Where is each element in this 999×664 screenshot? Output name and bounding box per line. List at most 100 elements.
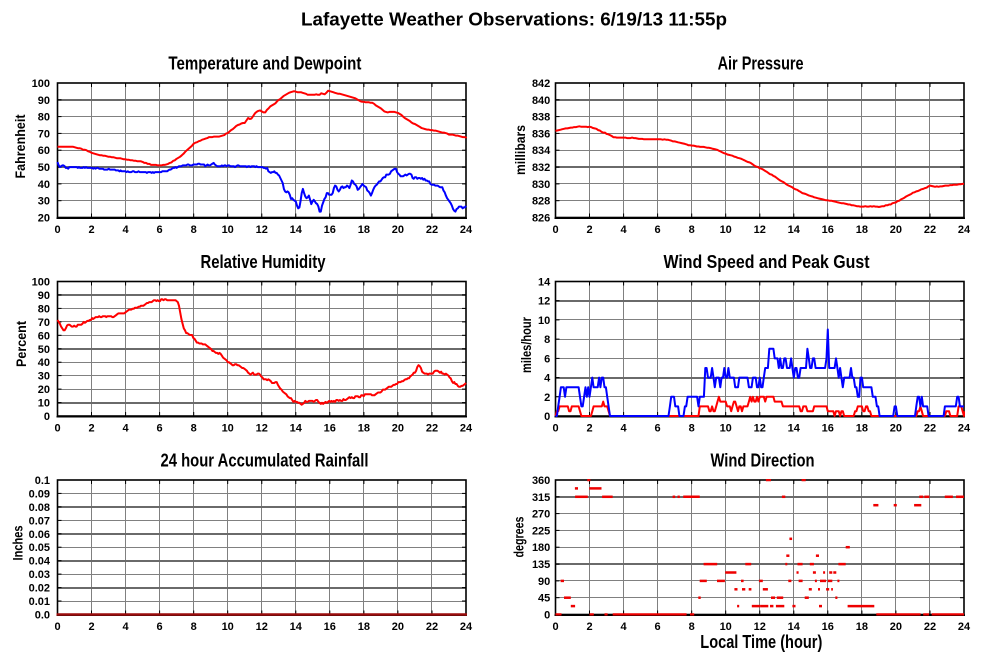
svg-text:24: 24 — [460, 422, 473, 434]
svg-text:24: 24 — [958, 422, 971, 434]
svg-text:70: 70 — [38, 128, 50, 140]
svg-text:0: 0 — [44, 411, 50, 423]
svg-text:20: 20 — [38, 213, 50, 225]
svg-text:2: 2 — [88, 422, 94, 434]
svg-text:14: 14 — [788, 224, 801, 236]
svg-text:10: 10 — [720, 621, 732, 633]
svg-text:2: 2 — [586, 224, 592, 236]
svg-text:828: 828 — [532, 196, 550, 208]
svg-text:Fahrenheit: Fahrenheit — [12, 114, 28, 178]
svg-text:50: 50 — [38, 162, 50, 174]
svg-text:270: 270 — [532, 509, 550, 521]
svg-text:4: 4 — [123, 224, 130, 236]
svg-text:20: 20 — [890, 621, 902, 633]
svg-text:2: 2 — [88, 224, 94, 236]
svg-text:18: 18 — [856, 422, 868, 434]
svg-text:4: 4 — [544, 373, 551, 385]
svg-text:0: 0 — [544, 411, 550, 423]
svg-text:180: 180 — [532, 542, 550, 554]
svg-text:Inches: Inches — [10, 525, 26, 560]
svg-text:842: 842 — [532, 78, 550, 90]
svg-text:2: 2 — [544, 392, 550, 404]
svg-text:degrees: degrees — [511, 516, 527, 557]
svg-text:834: 834 — [532, 145, 551, 157]
svg-text:8: 8 — [689, 422, 695, 434]
svg-text:6: 6 — [655, 422, 661, 434]
svg-text:24 hour Accumulated Rainfall: 24 hour Accumulated Rainfall — [161, 451, 369, 471]
svg-text:6: 6 — [157, 621, 163, 633]
svg-text:0.04: 0.04 — [29, 556, 51, 568]
svg-text:20: 20 — [38, 384, 50, 396]
svg-text:0: 0 — [54, 621, 60, 633]
svg-text:miles/hour: miles/hour — [518, 317, 534, 373]
svg-text:0.01: 0.01 — [29, 596, 50, 608]
svg-text:12: 12 — [256, 422, 268, 434]
svg-text:90: 90 — [38, 95, 50, 107]
svg-text:100: 100 — [32, 78, 50, 90]
svg-text:8: 8 — [191, 621, 197, 633]
svg-text:20: 20 — [890, 422, 902, 434]
svg-text:18: 18 — [358, 422, 370, 434]
svg-text:0: 0 — [54, 224, 60, 236]
svg-text:18: 18 — [856, 621, 868, 633]
svg-text:0.03: 0.03 — [29, 569, 50, 581]
svg-text:16: 16 — [324, 422, 336, 434]
svg-text:Wind Speed and Peak Gust: Wind Speed and Peak Gust — [664, 252, 870, 272]
svg-text:14: 14 — [290, 224, 303, 236]
svg-text:0: 0 — [552, 224, 558, 236]
svg-text:360: 360 — [532, 475, 550, 487]
svg-text:6: 6 — [157, 422, 163, 434]
svg-text:8: 8 — [689, 621, 695, 633]
svg-text:315: 315 — [532, 492, 550, 504]
svg-text:8: 8 — [689, 224, 695, 236]
svg-text:80: 80 — [38, 112, 50, 124]
svg-text:225: 225 — [532, 525, 550, 537]
svg-text:12: 12 — [256, 224, 268, 236]
svg-text:135: 135 — [532, 559, 550, 571]
svg-text:16: 16 — [324, 224, 336, 236]
svg-text:22: 22 — [924, 422, 936, 434]
svg-text:12: 12 — [538, 296, 550, 308]
svg-text:2: 2 — [586, 621, 592, 633]
svg-text:14: 14 — [290, 621, 303, 633]
svg-text:22: 22 — [426, 621, 438, 633]
svg-text:100: 100 — [32, 277, 50, 289]
svg-text:Wind Direction: Wind Direction — [711, 451, 815, 471]
svg-text:24: 24 — [958, 224, 971, 236]
svg-text:10: 10 — [720, 422, 732, 434]
svg-text:0.06: 0.06 — [29, 529, 50, 541]
svg-text:millibars: millibars — [512, 125, 528, 175]
svg-text:14: 14 — [290, 422, 303, 434]
svg-text:20: 20 — [392, 422, 404, 434]
svg-text:18: 18 — [358, 621, 370, 633]
svg-text:0: 0 — [54, 422, 60, 434]
svg-text:826: 826 — [532, 213, 550, 225]
svg-text:0.1: 0.1 — [35, 475, 50, 487]
svg-text:30: 30 — [38, 371, 50, 383]
svg-text:14: 14 — [788, 422, 801, 434]
svg-text:90: 90 — [538, 576, 550, 588]
svg-text:8: 8 — [191, 224, 197, 236]
svg-text:10: 10 — [222, 224, 234, 236]
svg-text:6: 6 — [544, 353, 550, 365]
svg-text:12: 12 — [754, 224, 766, 236]
svg-text:836: 836 — [532, 128, 550, 140]
svg-text:0: 0 — [552, 621, 558, 633]
svg-text:60: 60 — [38, 330, 50, 342]
svg-text:24: 24 — [460, 621, 473, 633]
svg-text:0: 0 — [552, 422, 558, 434]
svg-text:4: 4 — [621, 224, 628, 236]
svg-text:Lafayette Weather Observations: Lafayette Weather Observations: 6/19/13 … — [301, 10, 727, 30]
svg-text:22: 22 — [924, 621, 936, 633]
svg-text:0.05: 0.05 — [29, 542, 50, 554]
svg-text:830: 830 — [532, 179, 550, 191]
svg-text:10: 10 — [538, 315, 550, 327]
svg-text:10: 10 — [720, 224, 732, 236]
svg-text:45: 45 — [538, 593, 550, 605]
svg-text:832: 832 — [532, 162, 550, 174]
svg-text:12: 12 — [754, 422, 766, 434]
svg-text:6: 6 — [655, 621, 661, 633]
svg-text:6: 6 — [157, 224, 163, 236]
svg-text:20: 20 — [392, 621, 404, 633]
svg-text:Temperature and Dewpoint: Temperature and Dewpoint — [168, 54, 361, 74]
